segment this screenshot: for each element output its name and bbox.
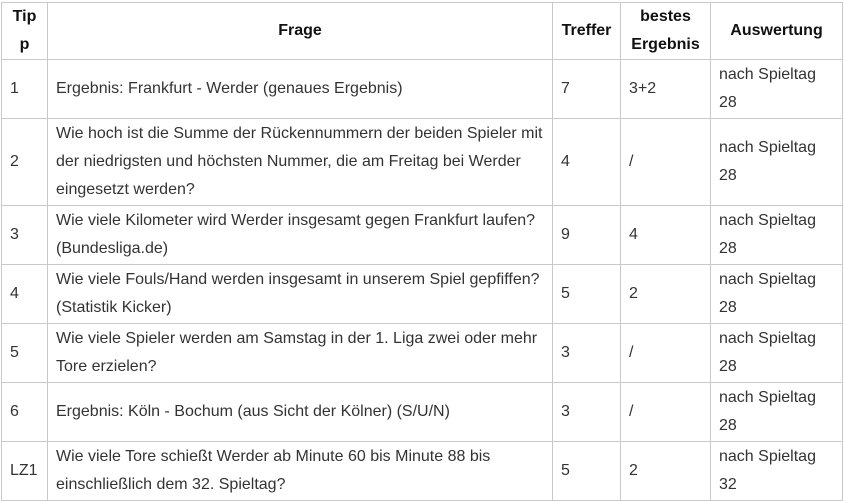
table-row: 1 Ergebnis: Frankfurt - Werder (genaues E… bbox=[1, 59, 843, 119]
cell-frage: Wie hoch ist die Summe der Rückennummern… bbox=[47, 118, 553, 206]
column-header-frage: Frage bbox=[47, 2, 553, 60]
cell-auswertung: nach Spieltag 32 bbox=[710, 441, 843, 501]
cell-auswertung: nach Spieltag 28 bbox=[710, 382, 843, 442]
column-header-treffer: Treffer bbox=[552, 2, 621, 60]
cell-tipp: 5 bbox=[1, 323, 48, 383]
cell-bestes-ergebnis: / bbox=[620, 323, 711, 383]
cell-tipp: 2 bbox=[1, 118, 48, 206]
cell-bestes-ergebnis: 3+2 bbox=[620, 59, 711, 119]
cell-treffer: 3 bbox=[552, 323, 621, 383]
cell-auswertung: nach Spieltag 28 bbox=[710, 118, 843, 206]
table-body: 1 Ergebnis: Frankfurt - Werder (genaues E… bbox=[1, 59, 843, 501]
cell-auswertung: nach Spieltag 28 bbox=[710, 59, 843, 119]
cell-frage: Ergebnis: Frankfurt - Werder (genaues Er… bbox=[47, 59, 553, 119]
cell-treffer: 5 bbox=[552, 264, 621, 324]
cell-treffer: 7 bbox=[552, 59, 621, 119]
cell-frage: Wie viele Fouls/Hand werden insgesamt in… bbox=[47, 264, 553, 324]
column-header-auswertung: Auswertung bbox=[710, 2, 843, 60]
column-header-tipp: Tipp bbox=[1, 2, 48, 60]
cell-tipp: 4 bbox=[1, 264, 48, 324]
cell-treffer: 5 bbox=[552, 441, 621, 501]
cell-auswertung: nach Spieltag 28 bbox=[710, 264, 843, 324]
cell-frage: Ergebnis: Köln - Bochum (aus Sicht der K… bbox=[47, 382, 553, 442]
cell-tipp: 1 bbox=[1, 59, 48, 119]
cell-tipp: LZ1 bbox=[1, 441, 48, 501]
cell-treffer: 4 bbox=[552, 118, 621, 206]
cell-bestes-ergebnis: / bbox=[620, 118, 711, 206]
table-row: 4 Wie viele Fouls/Hand werden insgesamt i… bbox=[1, 264, 843, 324]
table-row: 6 Ergebnis: Köln - Bochum (aus Sicht der … bbox=[1, 382, 843, 442]
cell-auswertung: nach Spieltag 28 bbox=[710, 205, 843, 265]
cell-auswertung: nach Spieltag 28 bbox=[710, 323, 843, 383]
header-row: Tipp Frage Treffer bestes Ergebnis Auswe… bbox=[1, 2, 843, 60]
cell-tipp: 3 bbox=[1, 205, 48, 265]
cell-bestes-ergebnis: / bbox=[620, 382, 711, 442]
cell-frage: Wie viele Spieler werden am Samstag in d… bbox=[47, 323, 553, 383]
cell-frage: Wie viele Tore schießt Werder ab Minute … bbox=[47, 441, 553, 501]
cell-treffer: 9 bbox=[552, 205, 621, 265]
cell-bestes-ergebnis: 2 bbox=[620, 441, 711, 501]
cell-bestes-ergebnis: 4 bbox=[620, 205, 711, 265]
cell-bestes-ergebnis: 2 bbox=[620, 264, 711, 324]
table-row: 5 Wie viele Spieler werden am Samstag in … bbox=[1, 323, 843, 383]
column-header-bestes-ergebnis: bestes Ergebnis bbox=[620, 2, 711, 60]
table-row: LZ1 Wie viele Tore schießt Werder ab Minu… bbox=[1, 441, 843, 501]
table-row: 2 Wie hoch ist die Summe der Rückennummer… bbox=[1, 118, 843, 206]
cell-tipp: 6 bbox=[1, 382, 48, 442]
table-row: 3 Wie viele Kilometer wird Werder insgesa… bbox=[1, 205, 843, 265]
cell-frage: Wie viele Kilometer wird Werder insgesam… bbox=[47, 205, 553, 265]
cell-treffer: 3 bbox=[552, 382, 621, 442]
